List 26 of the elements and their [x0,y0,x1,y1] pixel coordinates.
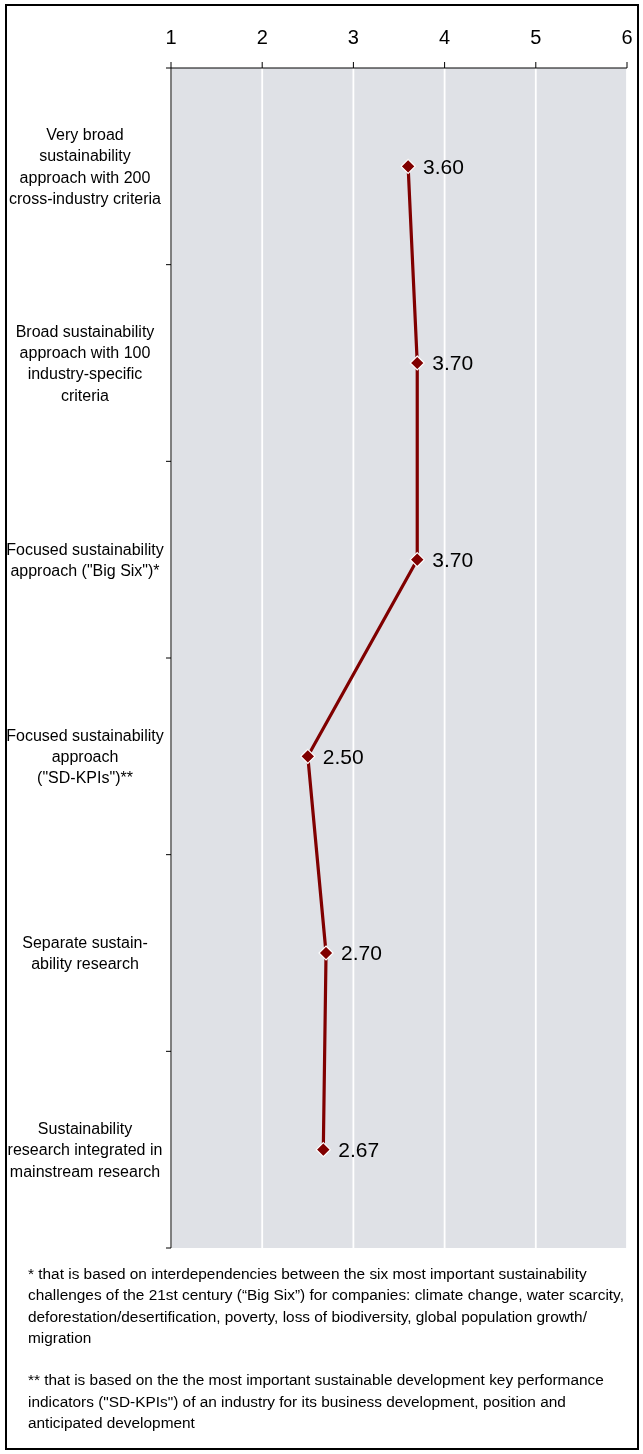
y-tick-label: Very broad sustainability approach with 200 cross-industry criteria [8,126,162,207]
y-tick-label: Focused sustainability approach ("SD-KPIs")** [6,726,164,787]
x-tick-label: 1 [165,26,177,48]
y-tick-label: Focused sustainability approach ("Big Six")* [6,540,164,579]
data-label: 2.70 [341,941,382,965]
x-tick-label: 3 [347,26,359,48]
y-tick-label: Separate sustain- ability research [22,934,148,973]
point [315,1142,331,1158]
text: * that is based on interdependencies between the six most important sustainability challenges of the 21st century (“Big Six”) for companies: climate change, water scarcity, deforestation/desertification, poverty, loss of biodiversity, global population growth/migration [28,1265,624,1346]
text: ** that is based on the the most important sustainable development key performance indicators ("SD-KPIs") of an industry for its business development, position and anticipated development [28,1370,605,1434]
point [409,552,425,568]
y-tick-label: Sustainability research integrated in mainstream research [7,1120,163,1180]
data-label: 3.70 [432,548,474,572]
data-label: 2.50 [322,744,364,768]
x-tick-label: 4 [439,26,451,48]
point [300,748,316,764]
point [400,158,416,174]
x-tick-label: 2 [256,26,268,48]
data-label: 2.67 [338,1138,380,1162]
x-tick-label: 5 [530,26,542,48]
x-tick-label: 6 [621,26,633,48]
point [318,945,334,961]
data-label: 3.60 [423,154,464,178]
point [409,355,425,371]
y-tick-label: Broad sustainability approach with 100 industry-specific criteria [15,322,155,404]
data-label: 3.70 [432,351,474,375]
